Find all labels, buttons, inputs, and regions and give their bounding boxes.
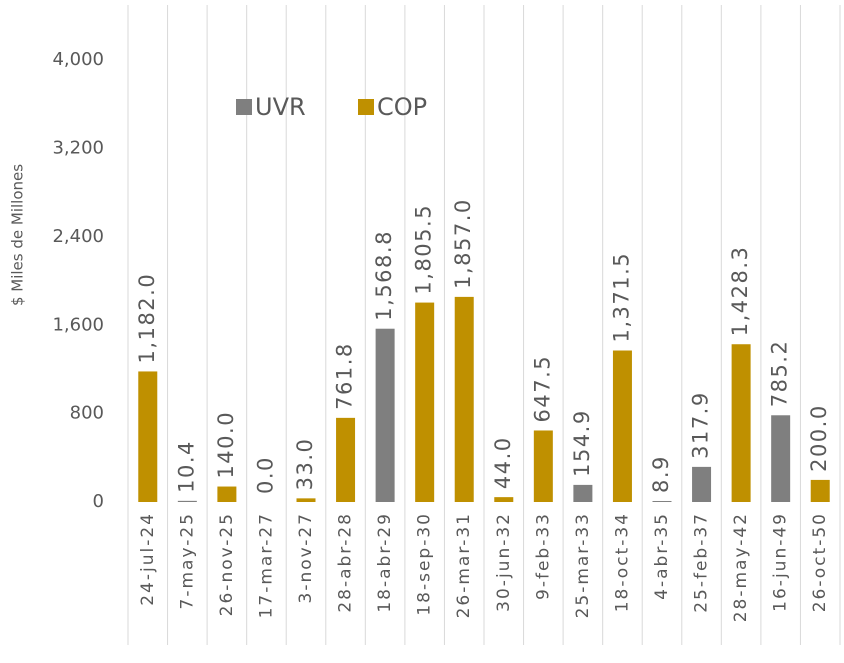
x-tick-label: 25-feb-37 [692, 512, 712, 613]
data-label: 8.9 [649, 455, 673, 493]
x-tick-label: 18-abr-29 [375, 512, 395, 613]
data-label: 154.9 [570, 409, 594, 477]
x-tick-label: 25-mar-33 [573, 512, 593, 618]
x-tick-label: 7-may-25 [177, 512, 197, 609]
x-tick-label: 4-abr-35 [652, 512, 672, 600]
x-tick-label: 26-nov-25 [217, 512, 237, 616]
x-tick-label: 16-jun-49 [771, 512, 791, 612]
bar [138, 371, 158, 502]
x-tick-label: 30-jun-32 [494, 512, 514, 612]
data-label: 317.9 [689, 391, 713, 459]
x-tick-label: 3-nov-27 [296, 512, 316, 604]
y-tick-label: 0 [93, 491, 104, 512]
x-tick-label: 18-oct-34 [612, 512, 632, 612]
x-tick-label: 28-may-42 [731, 512, 751, 622]
data-label: 785.2 [768, 340, 792, 408]
bar [494, 497, 514, 502]
x-tick-label: 18-sep-30 [415, 512, 435, 616]
data-label: 1,805.5 [412, 204, 436, 295]
bar [296, 498, 316, 502]
data-label: 1,857.0 [451, 198, 475, 289]
bar [375, 328, 395, 502]
x-tick-label: 26-mar-31 [454, 512, 474, 618]
bar [692, 466, 712, 502]
data-label: 1,182.0 [135, 273, 159, 364]
legend-swatch [236, 99, 252, 115]
y-tick-label: 800 [70, 403, 104, 424]
legend-swatch [358, 99, 374, 115]
data-label: 140.0 [214, 411, 238, 479]
x-tick-label: 28-abr-28 [336, 512, 356, 613]
y-tick-label: 2,400 [52, 226, 104, 247]
data-label: 1,371.5 [609, 252, 633, 343]
legend-label: UVR [255, 93, 306, 121]
bar [810, 479, 830, 502]
bar [573, 484, 593, 502]
y-tick-label: 4,000 [52, 49, 104, 70]
data-label: 33.0 [293, 438, 317, 491]
data-label: 10.4 [174, 440, 198, 493]
y-tick-label: 3,200 [52, 138, 104, 159]
bar [533, 430, 553, 502]
bar [177, 500, 197, 502]
bar [652, 501, 672, 502]
data-label: 44.0 [491, 436, 515, 489]
data-label: 647.5 [530, 355, 554, 423]
bar [612, 350, 632, 502]
bar [415, 302, 435, 502]
data-label: 200.0 [807, 404, 831, 472]
data-label: 1,428.3 [728, 246, 752, 337]
bar [731, 344, 751, 502]
data-label: 1,568.8 [372, 230, 396, 321]
bar [771, 415, 791, 502]
x-tick-label: 17-mar-27 [256, 512, 276, 618]
y-axis-title: $ Miles de Millones [9, 164, 27, 306]
x-tick-label: 26-oct-50 [810, 512, 830, 612]
y-tick-label: 1,600 [52, 314, 104, 335]
data-label: 761.8 [333, 342, 357, 410]
data-label: 0.0 [253, 456, 277, 494]
bar [217, 486, 237, 502]
x-tick-label: 9-feb-33 [533, 512, 553, 600]
legend-label: COP [377, 93, 427, 121]
bar [336, 417, 356, 502]
bar [454, 296, 474, 502]
x-tick-label: 24-jul-24 [138, 512, 158, 606]
